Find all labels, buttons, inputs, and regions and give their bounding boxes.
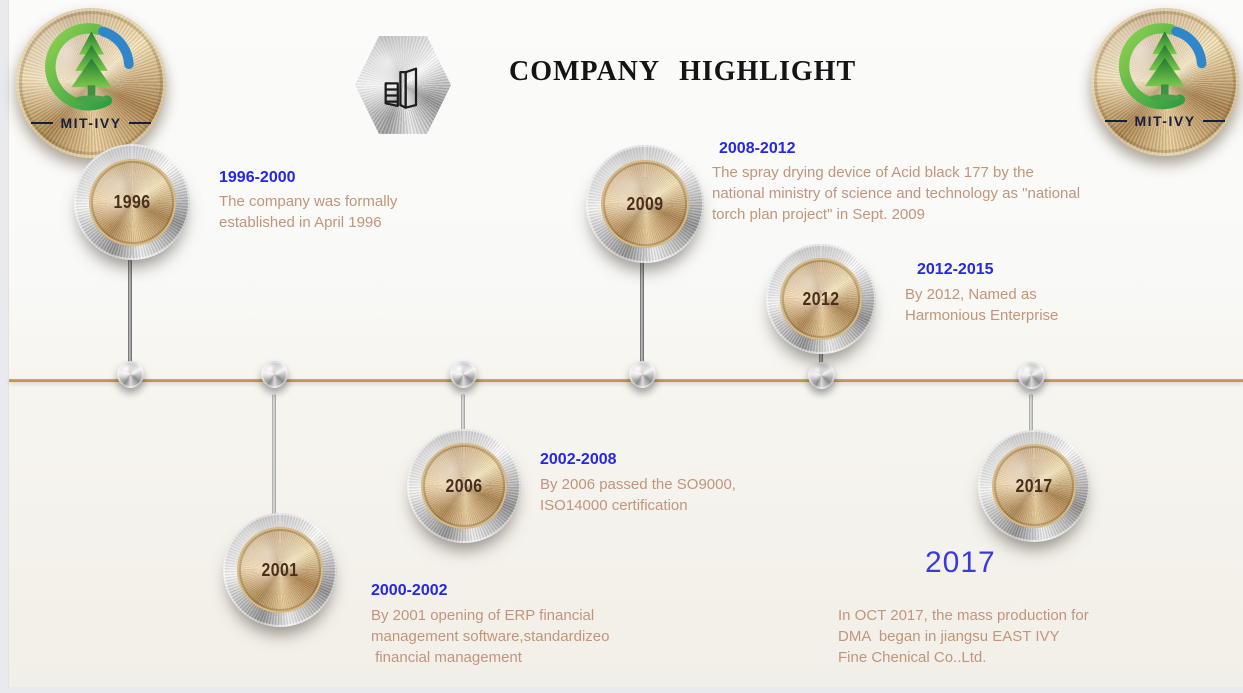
mitivy-logo-right: MIT-IVY	[1091, 8, 1239, 156]
period-label-2009: 2008-2012	[719, 140, 796, 157]
timeline-node-2001	[261, 361, 288, 388]
brand-name: MIT-IVY	[1091, 113, 1239, 129]
brand-name-label: MIT-IVY	[60, 114, 122, 131]
timeline-axis	[9, 379, 1243, 382]
connector-2009	[640, 258, 644, 370]
connector-1996	[128, 255, 132, 369]
gold-disc: 2001	[237, 527, 323, 613]
milestone-medallion-1996: 1996	[74, 144, 190, 260]
period-label-2001: 2000-2002	[371, 582, 448, 599]
medallion-year-1996: 1996	[113, 191, 151, 212]
medallion-year-2006: 2006	[445, 475, 483, 496]
milestone-desc-2017: In OCT 2017, the mass production for DMA…	[838, 607, 1089, 666]
medallion-year-2012: 2012	[802, 288, 840, 309]
milestone-desc-2012: By 2012, Named as Harmonious Enterprise	[905, 286, 1059, 324]
period-label-2017: 2017	[925, 546, 996, 579]
milestone-desc-2001: By 2001 opening of ERP financial managem…	[371, 607, 610, 666]
connector-2001	[272, 394, 276, 516]
gold-disc: 2009	[600, 159, 690, 249]
medallion-year-2009: 2009	[626, 193, 664, 214]
timeline-node-1996	[117, 361, 144, 388]
connector-2006	[461, 394, 465, 434]
timeline-node-2012	[808, 362, 835, 389]
milestone-desc-2009: The spray drying device of Acid black 17…	[712, 164, 1081, 223]
medallion-year-2001: 2001	[261, 559, 299, 580]
pine-tree-icon	[1119, 22, 1207, 110]
milestone-desc-1996: The company was formally established in …	[219, 193, 398, 231]
page-title: COMPANY HIGHLIGHT	[509, 56, 857, 87]
milestone-medallion-2012: 2012	[766, 244, 876, 354]
milestone-medallion-2017: 2017	[978, 430, 1090, 542]
gold-disc: 2017	[992, 444, 1076, 528]
dash-left	[1105, 120, 1128, 123]
gold-disc: 1996	[88, 158, 176, 246]
medallion-year-2017: 2017	[1015, 475, 1053, 496]
milestone-medallion-2001: 2001	[223, 513, 337, 627]
factory-badge	[355, 36, 451, 134]
mitivy-logo-left: MIT-IVY	[16, 8, 166, 158]
gold-disc: 2006	[421, 443, 507, 529]
milestone-desc-2006: By 2006 passed the SO9000, ISO14000 cert…	[540, 476, 736, 514]
timeline-canvas: COMPANY HIGHLIGHT MIT-IVY	[8, 0, 1243, 687]
connector-2017	[1029, 394, 1033, 433]
dash-left	[31, 121, 54, 124]
period-label-1996: 1996-2000	[219, 169, 296, 186]
timeline-node-2017	[1018, 362, 1045, 389]
timeline-node-2006	[450, 361, 477, 388]
dash-right	[128, 121, 151, 124]
gold-disc: 2012	[779, 257, 863, 341]
timeline-node-2009	[629, 361, 656, 388]
building-icon	[384, 67, 418, 109]
milestone-medallion-2006: 2006	[407, 429, 521, 543]
brand-name: MIT-IVY	[16, 115, 166, 131]
dash-right	[1202, 120, 1225, 123]
milestone-medallion-2009: 2009	[586, 145, 704, 263]
pine-tree-icon	[44, 23, 134, 111]
brand-name-label: MIT-IVY	[1134, 113, 1196, 130]
connector-2012	[819, 350, 823, 372]
period-label-2006: 2002-2008	[540, 451, 617, 468]
period-label-2012: 2012-2015	[917, 261, 994, 278]
